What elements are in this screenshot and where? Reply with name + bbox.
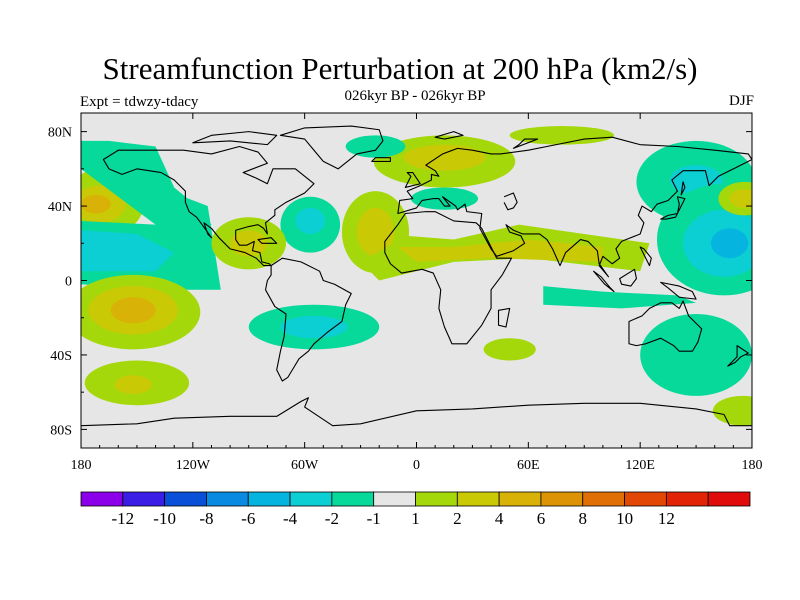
coastlines: [81, 125, 752, 448]
lon-tick-label: 180: [742, 458, 763, 473]
colorbar-swatch: [540, 491, 584, 507]
coast-novaya-zemlya: [512, 138, 539, 149]
lon-tick-label: 120E: [625, 458, 655, 473]
coast-new-zealand: [727, 345, 749, 367]
contour-neg-aus: [640, 314, 752, 396]
coast-caspian: [503, 192, 518, 211]
colorbar-label: 6: [537, 509, 546, 528]
contour-pos-spac-3: [110, 297, 156, 324]
colorbar-swatch: [80, 491, 124, 507]
contour-neg-npac-arc: [81, 140, 212, 244]
colorbar-swatch: [707, 491, 751, 507]
coast-iceland: [371, 157, 391, 162]
colorbar-swatch: [206, 491, 249, 507]
coast-north-america: [102, 145, 315, 267]
contour-pos-npac-3: [81, 194, 111, 214]
colorbar-label: 8: [579, 509, 588, 528]
contour-neg-watl-2: [295, 207, 326, 234]
colorbar-swatch: [289, 491, 333, 507]
contour-neg-atl-n: [345, 135, 406, 158]
contour-neg-satl-2: [280, 315, 348, 339]
colorbar-label: 4: [495, 509, 504, 528]
chart-title: Streamfunction Perturbation at 200 hPa (…: [102, 51, 698, 86]
experiment-label: Expt = tdwzy-tdacy: [80, 94, 199, 110]
axis-ticks: 80N 40N 0 40S 80S 180 120W 60W 0 60E 120E 180: [48, 113, 763, 473]
map-plot-area: [81, 113, 752, 448]
colorbar-label: -4: [283, 509, 298, 528]
colorbar: -12 -10 -8 -6 -4 -2 -1 1 2 4 6 8 10 12: [80, 491, 751, 528]
colorbar-label: 1: [411, 509, 420, 528]
lat-tick-label: 40S: [50, 349, 72, 364]
coast-philippines: [639, 246, 652, 267]
lat-tick-label: 80S: [50, 423, 72, 438]
coast-australia: [628, 300, 703, 352]
colorbar-label: -10: [153, 509, 176, 528]
colorbar-label: -1: [367, 509, 381, 528]
lat-tick-label: 80N: [48, 126, 72, 141]
coast-antarctica: [81, 397, 752, 448]
contour-pos-eurasia-2: [397, 239, 603, 262]
contour-pos-scand-2: [403, 144, 486, 171]
coast-cuba: [257, 237, 278, 244]
colorbar-swatch: [456, 491, 500, 507]
coast-canadian-arctic: [192, 131, 278, 146]
lon-tick-label: 120W: [176, 458, 211, 473]
colorbar-swatch: [665, 491, 709, 507]
contour-pos-spac-s2: [114, 375, 152, 395]
contour-pos-sofar: [712, 395, 752, 426]
coast-africa: [384, 211, 513, 345]
coast-new-guinea: [660, 281, 697, 300]
colorbar-label: 12: [658, 509, 675, 528]
coast-borneo: [619, 268, 637, 287]
colorbar-label: -6: [241, 509, 255, 528]
colorbar-label: -12: [111, 509, 134, 528]
season-label: DJF: [728, 93, 754, 109]
contour-neg-pac-2: [81, 230, 175, 272]
contour-pos-camer-2: [230, 230, 268, 257]
coast-sumatra: [593, 270, 615, 293]
colorbar-label: -8: [199, 509, 213, 528]
contour-pos-arctic: [509, 126, 615, 145]
colorbar-label: -2: [325, 509, 339, 528]
coast-greenland: [279, 125, 384, 170]
coast-japan: [660, 196, 686, 220]
lat-tick-label: 40N: [48, 200, 72, 215]
contour-neg-wpac-3: [710, 228, 749, 259]
coast-eurasia: [397, 136, 752, 278]
colorbar-swatch: [498, 491, 542, 507]
lon-tick-label: 180: [71, 458, 92, 473]
lon-tick-label: 0: [413, 458, 420, 473]
colorbar-swatch: [331, 491, 375, 507]
colorbar-label: 10: [616, 509, 633, 528]
colorbar-swatch: [624, 491, 667, 507]
lon-tick-label: 60E: [517, 458, 540, 473]
contour-pos-sind: [483, 338, 536, 361]
contour-pos-nwpac-2: [729, 189, 752, 208]
colorbar-swatch: [415, 491, 458, 507]
colorbar-swatch: [373, 491, 416, 507]
coast-svalbard: [434, 131, 464, 140]
contour-fills: [81, 126, 752, 426]
colorbar-swatch: [247, 491, 291, 507]
colorbar-swatch: [164, 491, 207, 507]
coast-sakhalin: [680, 181, 686, 196]
colorbar-swatch: [122, 491, 166, 507]
colorbar-swatch: [582, 491, 625, 507]
chart-subtitle: 026kyr BP - 026kyr BP: [344, 88, 486, 104]
coast-madagascar: [497, 307, 511, 328]
coast-britain: [404, 172, 421, 188]
coast-south-america: [264, 257, 352, 382]
lat-tick-label: 0: [65, 275, 72, 290]
contour-neg-indian: [543, 286, 697, 309]
lon-tick-label: 60W: [291, 458, 319, 473]
colorbar-label: 2: [453, 509, 462, 528]
